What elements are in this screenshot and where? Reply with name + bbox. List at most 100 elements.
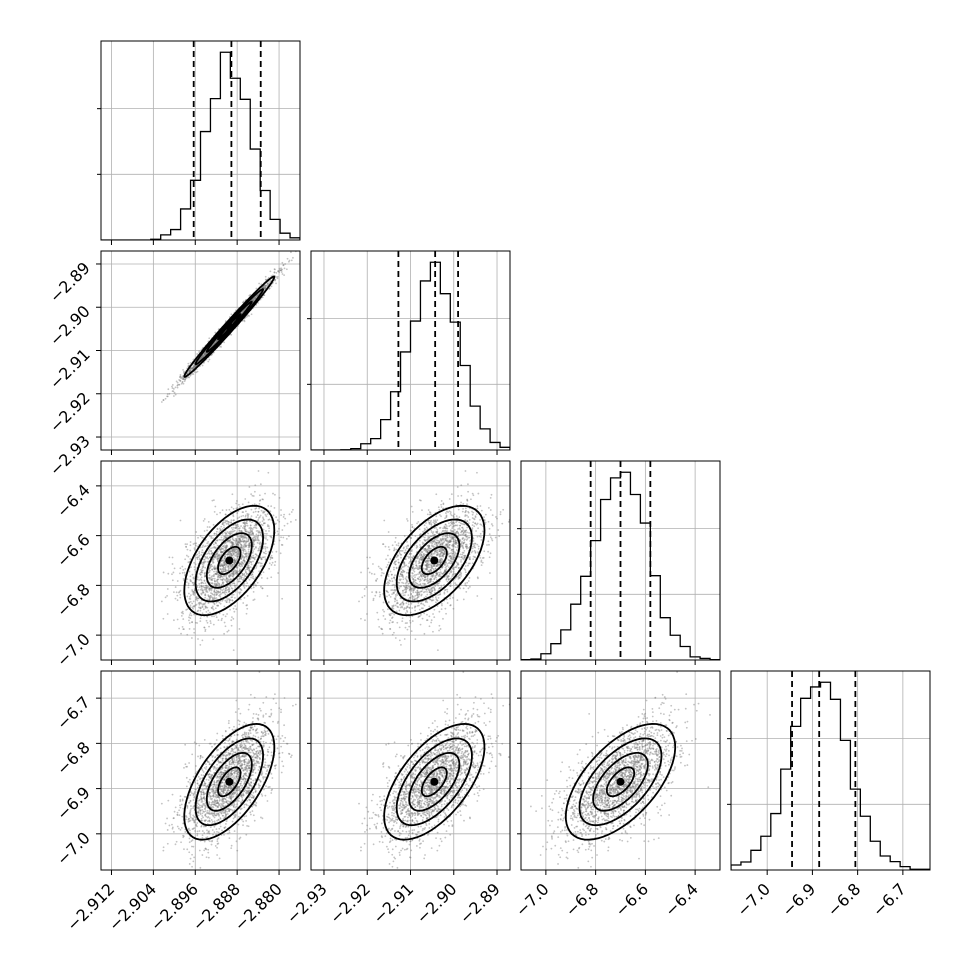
sample-point — [393, 547, 396, 550]
sample-point — [227, 540, 229, 542]
sample-point — [253, 297, 256, 299]
sample-point — [245, 553, 247, 556]
sample-point — [241, 526, 244, 529]
sample-point — [283, 524, 286, 527]
sample-point — [233, 560, 236, 563]
sample-point — [215, 557, 217, 559]
sample-point — [201, 589, 204, 592]
sample-point — [192, 366, 195, 369]
sample-point — [228, 508, 231, 511]
sample-point — [183, 378, 185, 381]
sample-point — [452, 537, 455, 540]
sample-point — [479, 556, 482, 559]
sample-point — [290, 251, 292, 254]
sample-point — [203, 561, 205, 563]
sample-point — [200, 553, 203, 556]
sample-point — [416, 604, 419, 607]
sample-point — [218, 576, 221, 579]
sample-point — [200, 356, 203, 359]
sample-point — [179, 374, 182, 376]
sample-point — [252, 533, 255, 536]
sample-point — [188, 622, 191, 624]
sample-point — [204, 351, 207, 353]
sample-point — [205, 589, 207, 592]
sample-point — [482, 556, 485, 559]
sample-point — [243, 544, 246, 547]
sample-point — [217, 590, 219, 593]
sample-point — [229, 531, 232, 534]
sample-point — [251, 532, 254, 535]
sample-point — [418, 593, 421, 596]
sample-point — [224, 555, 226, 558]
sample-point — [205, 557, 208, 559]
sample-point — [243, 546, 246, 549]
sample-point — [264, 287, 267, 290]
sample-point — [427, 588, 430, 590]
sample-point — [420, 585, 423, 588]
sample-point — [252, 526, 255, 529]
sample-point — [429, 593, 432, 596]
sample-point — [223, 564, 226, 567]
sample-point — [224, 521, 226, 524]
sample-point — [200, 357, 203, 359]
sample-point — [288, 259, 291, 262]
sample-point — [239, 588, 242, 591]
sample-point — [220, 564, 223, 567]
sample-point — [194, 365, 196, 368]
sample-point — [436, 553, 439, 556]
sample-point — [231, 543, 234, 546]
sample-point — [216, 581, 219, 584]
sample-point — [237, 541, 240, 543]
sample-point — [424, 564, 427, 566]
sample-point — [228, 576, 230, 578]
sample-point — [201, 563, 204, 566]
sample-point — [246, 522, 249, 525]
sample-point — [278, 267, 281, 270]
sample-point — [267, 471, 270, 474]
sample-point — [358, 600, 360, 603]
sample-point — [218, 594, 220, 597]
sample-point — [247, 531, 250, 534]
sample-point — [249, 531, 251, 534]
sample-point — [231, 537, 234, 540]
sample-point — [260, 556, 262, 559]
sample-point — [420, 554, 423, 557]
sample-point — [237, 535, 239, 538]
sample-point — [405, 571, 408, 574]
sample-point — [188, 370, 191, 373]
sample-point — [442, 572, 444, 575]
sample-point — [219, 574, 221, 577]
sample-point — [258, 507, 261, 510]
sample-point — [242, 562, 245, 565]
sample-point — [199, 357, 202, 360]
sample-point — [431, 542, 434, 545]
sample-point — [212, 561, 214, 564]
sample-point — [182, 577, 185, 580]
sample-point — [223, 526, 225, 529]
sample-point — [237, 541, 240, 544]
sample-point — [229, 608, 231, 611]
sample-point — [196, 610, 199, 613]
sample-point — [191, 621, 193, 623]
sample-point — [426, 564, 428, 567]
sample-point — [423, 549, 426, 552]
sample-point — [418, 576, 421, 578]
sample-point — [224, 568, 227, 571]
sample-point — [219, 578, 222, 581]
sample-point — [220, 575, 223, 577]
sample-point — [254, 297, 257, 300]
sample-point — [240, 535, 243, 538]
sample-point — [192, 605, 195, 608]
sample-point — [244, 552, 247, 555]
sample-point — [450, 560, 452, 563]
sample-point — [208, 556, 211, 559]
sample-point — [435, 564, 438, 567]
sample-point — [218, 553, 220, 556]
sample-point — [234, 586, 237, 589]
sample-point — [235, 542, 238, 545]
sample-point — [238, 587, 241, 590]
sample-point — [416, 598, 418, 600]
sample-point — [228, 553, 231, 555]
sample-point — [235, 507, 238, 510]
sample-point — [436, 543, 439, 546]
